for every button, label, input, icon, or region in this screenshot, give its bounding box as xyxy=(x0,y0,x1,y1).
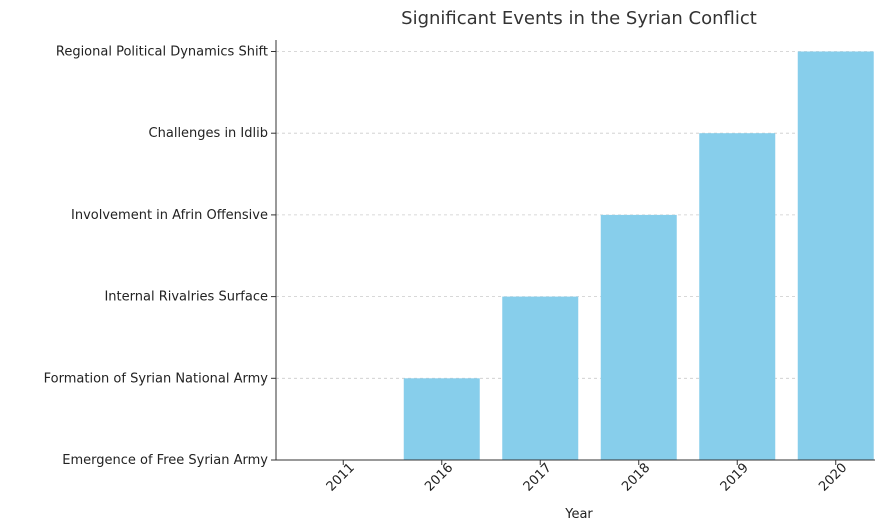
y-tick-label: Regional Political Dynamics Shift xyxy=(56,45,268,60)
y-tick-label: Emergence of Free Syrian Army xyxy=(62,453,268,468)
x-tick-label: 2019 xyxy=(718,461,752,495)
y-tick-label: Involvement in Afrin Offensive xyxy=(71,208,268,223)
x-tick-label: 2020 xyxy=(816,461,850,495)
chart-title: Significant Events in the Syrian Conflic… xyxy=(401,8,757,29)
x-tick-label: 2011 xyxy=(324,461,358,495)
axes xyxy=(275,40,875,461)
bar xyxy=(797,51,874,460)
bar xyxy=(403,378,480,460)
y-ticks: Emergence of Free Syrian Army Formation o… xyxy=(44,45,276,468)
bar xyxy=(699,133,776,460)
x-ticks: 2011 2016 2017 2018 2019 2020 xyxy=(324,460,850,495)
y-tick-label: Formation of Syrian National Army xyxy=(44,371,269,386)
x-tick-label: 2016 xyxy=(422,461,456,495)
x-axis-label: Year xyxy=(564,507,593,521)
bar xyxy=(502,296,579,460)
x-tick-label: 2018 xyxy=(619,461,653,495)
bar xyxy=(600,214,677,460)
bars xyxy=(403,51,874,460)
y-tick-label: Challenges in Idlib xyxy=(149,126,268,141)
x-tick-label: 2017 xyxy=(521,461,555,495)
y-tick-label: Internal Rivalries Surface xyxy=(104,290,268,305)
